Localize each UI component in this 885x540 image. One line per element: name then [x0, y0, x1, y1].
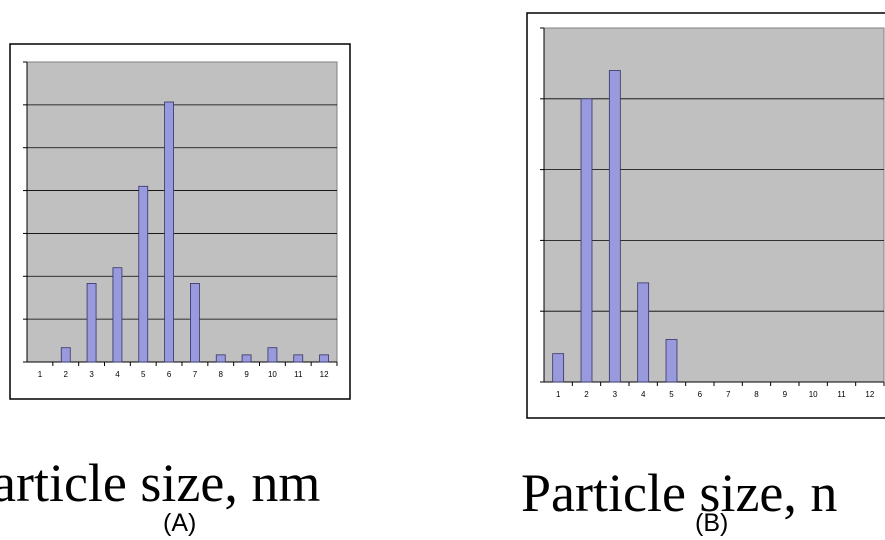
- x-axis-label-b: Particle size, n: [521, 463, 838, 523]
- bar-a-12: [319, 354, 329, 363]
- chart-b: 1 2 3 4 5 6 7 8 9 10 11 12: [526, 12, 885, 419]
- tick-label-a-5: 5: [141, 370, 146, 379]
- tick-label-b-12: 12: [865, 390, 874, 399]
- plot-area-a: [26, 61, 338, 363]
- tick-label-b-5: 5: [669, 390, 674, 399]
- bar-a-6: [164, 101, 174, 363]
- tick-label-b-7: 7: [726, 390, 731, 399]
- bar-a-9: [241, 354, 252, 363]
- bar-a-5: [138, 185, 149, 363]
- tick-label-a-9: 9: [244, 370, 249, 379]
- bar-a-11: [293, 354, 304, 363]
- caption-a: (A): [163, 509, 197, 537]
- tick-label-b-2: 2: [584, 390, 589, 399]
- bar-a-3: [86, 283, 97, 363]
- bar-a-10: [267, 347, 278, 363]
- tick-label-a-8: 8: [219, 370, 224, 379]
- tick-label-a-10: 10: [268, 370, 277, 379]
- tick-label-a-4: 4: [115, 370, 120, 379]
- tick-label-b-3: 3: [613, 390, 618, 399]
- tick-label-b-11: 11: [837, 390, 846, 399]
- tick-label-a-3: 3: [89, 370, 94, 379]
- tick-label-a-2: 2: [64, 370, 69, 379]
- tick-label-b-8: 8: [754, 390, 759, 399]
- chart-panel-a: 1 2 3 4 5 6 7 8 9 10 11 12 article size, nm (A): [0, 0, 380, 540]
- bar-b-1: [552, 353, 565, 383]
- plot-area-b: [543, 27, 885, 383]
- tick-label-a-1: 1: [38, 370, 43, 379]
- chart-panel-b: 1 2 3 4 5 6 7 8 9 10 11 12 Particle size, n (B): [500, 0, 885, 540]
- tick-label-b-4: 4: [641, 390, 646, 399]
- tick-label-b-9: 9: [783, 390, 788, 399]
- bar-b-2: [580, 98, 593, 383]
- tick-label-b-6: 6: [698, 390, 703, 399]
- caption-b: (B): [695, 509, 729, 537]
- bar-b-3: [608, 70, 621, 383]
- tick-label-a-11: 11: [294, 370, 303, 379]
- bar-b-4: [637, 282, 650, 383]
- bar-b-5: [665, 339, 678, 383]
- bar-a-4: [112, 267, 123, 363]
- bar-a-8: [215, 354, 226, 363]
- chart-a: 1 2 3 4 5 6 7 8 9 10 11 12: [9, 43, 351, 400]
- tick-label-b-10: 10: [809, 390, 818, 399]
- bar-a-7: [190, 283, 200, 363]
- tick-label-a-6: 6: [167, 370, 172, 379]
- tick-label-b-1: 1: [556, 390, 561, 399]
- x-axis-label-a: article size, nm: [0, 453, 321, 513]
- bar-a-2: [60, 347, 71, 363]
- tick-label-a-12: 12: [320, 370, 329, 379]
- tick-label-a-7: 7: [193, 370, 198, 379]
